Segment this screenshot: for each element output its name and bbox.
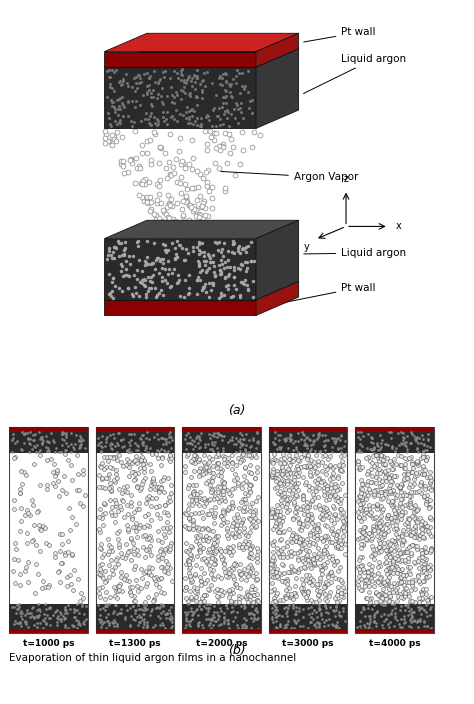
Bar bbox=[356, 427, 434, 633]
Bar bbox=[9, 629, 88, 633]
Polygon shape bbox=[104, 300, 256, 315]
Text: Pt wall: Pt wall bbox=[261, 282, 376, 307]
Polygon shape bbox=[256, 49, 299, 128]
Polygon shape bbox=[104, 49, 299, 67]
Bar bbox=[269, 603, 347, 629]
Bar bbox=[9, 432, 88, 453]
Bar bbox=[96, 629, 174, 633]
Polygon shape bbox=[256, 220, 299, 300]
Text: Argon Vapor: Argon Vapor bbox=[221, 172, 358, 182]
Bar bbox=[269, 629, 347, 633]
Text: t=1000 ps: t=1000 ps bbox=[23, 639, 74, 648]
Polygon shape bbox=[104, 33, 299, 51]
Polygon shape bbox=[256, 282, 299, 315]
Bar bbox=[9, 603, 88, 629]
Bar bbox=[356, 427, 434, 432]
Bar bbox=[182, 432, 261, 453]
Bar bbox=[96, 427, 174, 633]
Bar bbox=[269, 432, 347, 453]
Polygon shape bbox=[256, 33, 299, 67]
Bar bbox=[269, 427, 347, 432]
Text: Liquid argon: Liquid argon bbox=[304, 248, 406, 258]
Text: t=4000 ps: t=4000 ps bbox=[369, 639, 420, 648]
Bar bbox=[356, 603, 434, 629]
Text: Pt wall: Pt wall bbox=[304, 27, 376, 42]
Text: Evaporation of thin liquid argon films in a nanochannel: Evaporation of thin liquid argon films i… bbox=[9, 653, 297, 663]
Bar bbox=[182, 603, 261, 629]
Polygon shape bbox=[104, 239, 256, 300]
Polygon shape bbox=[104, 51, 256, 67]
Text: y: y bbox=[303, 242, 309, 252]
Bar bbox=[96, 603, 174, 629]
Bar bbox=[269, 427, 347, 633]
Text: (a): (a) bbox=[228, 403, 246, 417]
Polygon shape bbox=[104, 220, 299, 239]
Bar bbox=[96, 427, 174, 432]
Text: (b): (b) bbox=[228, 644, 246, 657]
Bar bbox=[182, 629, 261, 633]
Text: z: z bbox=[344, 173, 348, 184]
Bar bbox=[96, 432, 174, 453]
Text: t=1300 ps: t=1300 ps bbox=[109, 639, 161, 648]
Text: t=3000 ps: t=3000 ps bbox=[282, 639, 334, 648]
Text: t=2000 ps: t=2000 ps bbox=[196, 639, 247, 648]
Bar bbox=[9, 427, 88, 633]
Text: x: x bbox=[396, 221, 401, 232]
Bar bbox=[182, 427, 261, 432]
Bar bbox=[9, 427, 88, 432]
Bar bbox=[356, 432, 434, 453]
Polygon shape bbox=[104, 67, 256, 128]
Bar bbox=[356, 629, 434, 633]
Text: Liquid argon: Liquid argon bbox=[303, 54, 406, 94]
Bar bbox=[182, 427, 261, 633]
